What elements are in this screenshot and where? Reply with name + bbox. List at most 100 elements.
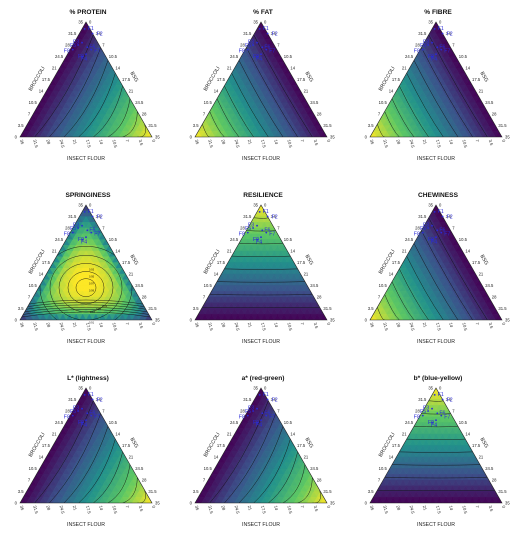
tick-label: 7 <box>300 505 306 509</box>
field-cell <box>306 496 315 503</box>
tick-label: 28 <box>395 322 401 328</box>
tick-label: 28 <box>317 112 322 117</box>
field-cell <box>293 313 301 320</box>
tick-label: 24.5 <box>409 322 416 332</box>
tick-label: 0 <box>501 139 507 143</box>
tick-label: 10.5 <box>379 466 388 471</box>
field-cell <box>468 496 476 503</box>
formulation-point <box>427 410 429 412</box>
tick-label: 31.5 <box>382 139 389 149</box>
tick-label: 31.5 <box>148 489 157 494</box>
formulation-point <box>421 48 424 51</box>
field-cell <box>488 313 496 320</box>
tick-label: 35 <box>19 322 25 328</box>
tick-label: 17.5 <box>217 443 226 448</box>
tick-label: 24.5 <box>230 54 239 59</box>
contour-label: 0.97 <box>89 282 95 286</box>
formulation-point <box>433 211 436 213</box>
tick-label: 10.5 <box>379 283 388 288</box>
field-cell <box>300 130 308 137</box>
field-cell <box>280 313 288 320</box>
tick-label: 28 <box>317 295 322 300</box>
formulation-point <box>81 238 83 241</box>
formulation-label: F2 <box>447 32 453 38</box>
formulation-point <box>261 46 264 49</box>
field-cell <box>234 313 242 320</box>
tick-label: 31.5 <box>32 505 39 515</box>
contour-fill <box>370 205 502 320</box>
formulation-label: F8 <box>239 49 245 55</box>
tick-label: 17.5 <box>297 443 306 448</box>
field-cell <box>32 313 41 320</box>
ternary-panel: 0 0 0 3.5 3.5 3.5 7 7 7 10.5 10.5 10.5 14 14 14 17.5 17.… <box>175 366 350 549</box>
formulation-point <box>252 227 254 229</box>
formulation-label: F1 <box>88 392 94 398</box>
tick-label: 7 <box>452 43 455 48</box>
formulation-label: F9 <box>78 237 84 243</box>
contour-line <box>122 477 138 503</box>
formulation-label: F9 <box>78 54 84 60</box>
tick-label: 3.5 <box>488 322 495 330</box>
tick-label: 31.5 <box>382 322 389 332</box>
formulation-point <box>441 32 444 35</box>
formulation-point <box>258 28 261 30</box>
tick-label: 35 <box>19 505 25 511</box>
field-cell <box>488 130 496 137</box>
field-cell <box>429 313 437 320</box>
contour-fill <box>195 22 327 137</box>
formulation-label: F5 <box>245 226 251 232</box>
formulation-point <box>440 48 443 51</box>
formulation-label: F1 <box>263 26 269 32</box>
formulation-point <box>81 224 83 227</box>
tick-label: 24.5 <box>234 139 241 149</box>
formulation-label: F6 <box>439 44 445 50</box>
tick-label: 21 <box>52 249 57 254</box>
contour-line <box>384 477 488 479</box>
tick-label: 17.5 <box>42 443 51 448</box>
field-cell <box>376 496 384 503</box>
panel-title: CHEWINESS <box>418 192 459 199</box>
field-cell <box>475 130 483 137</box>
field-cell <box>214 130 222 137</box>
tick-label: 31.5 <box>243 31 252 36</box>
right-axis-label: BSG <box>129 254 140 266</box>
field-cell <box>313 313 321 320</box>
tick-label: 35 <box>19 139 25 145</box>
tick-label: 28 <box>45 322 51 328</box>
bottom-axis-label: INSECT FLOUR <box>242 339 280 345</box>
tick-label: 14 <box>465 66 470 71</box>
tick-label: 3.5 <box>313 139 320 147</box>
formulation-label: F1 <box>88 26 94 32</box>
formulation-point <box>435 419 437 422</box>
field-cell <box>221 313 229 320</box>
field-cell <box>481 496 490 503</box>
right-axis-label: BSG <box>304 437 315 449</box>
formulation-label: F8 <box>239 415 245 421</box>
tick-label: 14 <box>448 139 454 145</box>
tick-label: 28 <box>317 478 322 483</box>
formulation-label: F2 <box>97 398 103 404</box>
tick-label: 21 <box>402 66 407 71</box>
ternary-plot: 0.910.930.950.970.990.970.950.930003.53.… <box>15 192 161 345</box>
formulation-label: F7 <box>94 232 100 238</box>
formulation-point <box>433 394 436 396</box>
tick-label: 21 <box>402 432 407 437</box>
field-cell <box>273 313 282 320</box>
formulation-label: F6 <box>264 44 270 50</box>
tick-label: 14 <box>115 432 120 437</box>
field-cell <box>396 496 404 503</box>
field-cell <box>118 496 126 503</box>
tick-label: 7 <box>378 112 381 117</box>
panel-title: RESILIENCE <box>243 192 283 199</box>
triangle-frame <box>194 204 328 321</box>
tick-label: 21 <box>479 455 484 460</box>
field-cell <box>448 313 457 320</box>
contour-line <box>216 281 306 283</box>
field-cell <box>280 496 288 503</box>
field-cell <box>260 313 268 320</box>
formulation-point <box>246 414 249 417</box>
contour-label: 0.95 <box>96 307 102 311</box>
formulation-point <box>431 421 433 424</box>
tick-label: 3.5 <box>193 306 199 311</box>
field-cell <box>92 496 100 503</box>
